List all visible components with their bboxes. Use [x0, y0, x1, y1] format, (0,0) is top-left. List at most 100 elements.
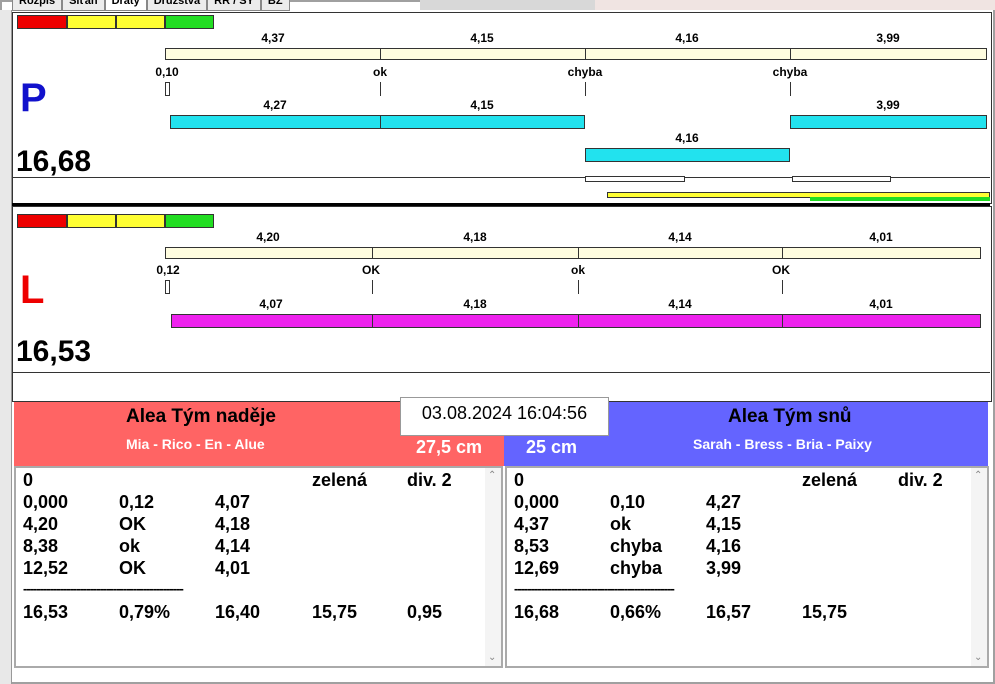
team-right-name: Alea Tým snů	[728, 406, 852, 427]
tab-bar: Rozpis Síťaň Draty Družstva RR / SY BZ	[12, 0, 290, 11]
tab-rozpis[interactable]: Rozpis	[12, 0, 63, 11]
team-right-members: Sarah - Bress - Bria - Paixy	[693, 436, 872, 452]
tab-draty[interactable]: Draty	[104, 0, 147, 11]
list-row-cell: OK	[119, 558, 146, 578]
track-panel-p	[12, 12, 992, 204]
team-left-distance: 27,5 cm	[416, 437, 483, 457]
team-right-distance: 25 cm	[526, 437, 578, 457]
team-left-name: Alea Tým naděje	[126, 406, 276, 427]
legend-yellow	[66, 214, 116, 228]
p-check-3: chyba	[567, 65, 603, 79]
list-row-cell: 4,27	[706, 492, 742, 512]
p-progress-green	[810, 197, 990, 201]
list-header-0: 0	[23, 470, 34, 490]
l-check-1: 0,12	[156, 263, 180, 277]
list-row-cell: 4,16	[706, 536, 742, 556]
list-row-cell: 4,15	[706, 514, 742, 534]
list-total-cell: 15,75	[802, 602, 848, 622]
p-lane3-bar-3	[585, 148, 790, 162]
team-left-results-list[interactable]: 0 zelená div. 2 0,000 0,12 4,07 4,20 OK …	[14, 466, 503, 668]
p-progress-yellow	[607, 192, 990, 198]
p-tick-2	[380, 82, 381, 96]
tab-bar-fill	[420, 0, 595, 10]
legend-red	[17, 15, 67, 29]
list-row-cell: ok	[610, 514, 632, 534]
l-lane2-bar-1	[171, 314, 373, 328]
list-row-cell: 8,53	[514, 536, 550, 556]
p-lane2-bar-2	[380, 115, 585, 129]
l-run2-bar	[372, 247, 579, 259]
l-run2-lane2-value: 4,18	[463, 297, 487, 311]
legend-green	[164, 214, 214, 228]
list-row-cell: 4,01	[215, 558, 251, 578]
p-small-box-2	[792, 176, 891, 182]
l-check-4: OK	[772, 263, 790, 277]
p-lane2-bar-4	[790, 115, 987, 129]
legend-bar-p	[17, 15, 214, 29]
list-header-0: 0	[514, 470, 525, 490]
list-header-zelena: zelená	[802, 470, 858, 490]
l-tick-3	[578, 280, 579, 294]
list-left-scrollbar[interactable]: ⌃ ⌄	[485, 468, 501, 666]
p-baseline	[12, 177, 990, 178]
list-total-cell: 15,75	[312, 602, 358, 622]
scroll-down-icon[interactable]: ⌄	[974, 652, 983, 663]
l-run4-lane2-value: 4,01	[869, 297, 893, 311]
p-run4-lane2-value: 3,99	[876, 98, 900, 112]
scroll-up-icon[interactable]: ⌃	[488, 470, 497, 481]
l-lane2-bar-2	[372, 314, 579, 328]
list-total-cell: 0,95	[407, 602, 443, 622]
tab-sitan[interactable]: Síťaň	[62, 0, 105, 11]
legend-yellow	[115, 15, 165, 29]
tab-bar-fill-right	[595, 0, 995, 10]
legend-yellow	[66, 15, 116, 29]
list-header-zelena: zelená	[312, 470, 368, 490]
l-start-marker	[165, 280, 170, 294]
list-total-cell: 16,40	[215, 602, 261, 622]
l-run4-value: 4,01	[869, 230, 893, 244]
list-row-cell: 4,14	[215, 536, 251, 556]
p-run1-bar	[165, 48, 381, 60]
p-check-4: chyba	[772, 65, 808, 79]
l-run3-lane2-value: 4,14	[668, 297, 692, 311]
list-total-cell: 0,66%	[610, 602, 662, 622]
legend-bar-l	[17, 214, 214, 228]
list-header-div2: div. 2	[407, 470, 452, 490]
list-row-cell: 4,07	[215, 492, 251, 512]
p-run2-bar	[380, 48, 586, 60]
l-tick-4	[782, 280, 783, 294]
l-check-3: ok	[570, 263, 585, 277]
list-row-cell: 4,18	[215, 514, 251, 534]
list-row-cell: chyba	[610, 558, 663, 578]
p-letter: P	[20, 76, 47, 120]
l-check-2: OK	[362, 263, 380, 277]
list-row-cell: 4,20	[23, 514, 59, 534]
l-baseline	[12, 372, 990, 373]
list-row-cell: ok	[119, 536, 141, 556]
list-total-cell: 16,53	[23, 602, 69, 622]
l-run1-lane2-value: 4,07	[259, 297, 283, 311]
p-run4-bar	[790, 48, 987, 60]
tab-bz[interactable]: BZ	[260, 0, 290, 11]
legend-green	[164, 15, 214, 29]
list-row-cell: 0,10	[610, 492, 646, 512]
p-score: 16,68	[16, 145, 92, 178]
list-total-cell: 16,57	[706, 602, 752, 622]
l-letter: L	[20, 268, 45, 312]
list-divider: ----------------------------------------…	[514, 581, 675, 596]
scroll-down-icon[interactable]: ⌄	[488, 652, 497, 663]
tab-druzstva[interactable]: Družstva	[146, 0, 208, 11]
panel-separator	[12, 203, 990, 206]
l-lane2-bar-3	[578, 314, 783, 328]
list-row-cell: OK	[119, 514, 146, 534]
legend-red	[17, 214, 67, 228]
team-right-results-list[interactable]: 0 zelená div. 2 0,000 0,10 4,27 4,37 ok …	[505, 466, 989, 668]
p-run1-lane2-value: 4,27	[263, 98, 287, 112]
p-tick-3	[585, 82, 586, 96]
tab-rr-sy[interactable]: RR / SY	[207, 0, 261, 11]
list-row-cell: 4,37	[514, 514, 550, 534]
list-right-scrollbar[interactable]: ⌃ ⌄	[971, 468, 987, 666]
list-row-cell: 0,000	[514, 492, 560, 512]
scroll-up-icon[interactable]: ⌃	[974, 470, 983, 481]
datetime-display: 03.08.2024 16:04:56	[400, 397, 609, 436]
